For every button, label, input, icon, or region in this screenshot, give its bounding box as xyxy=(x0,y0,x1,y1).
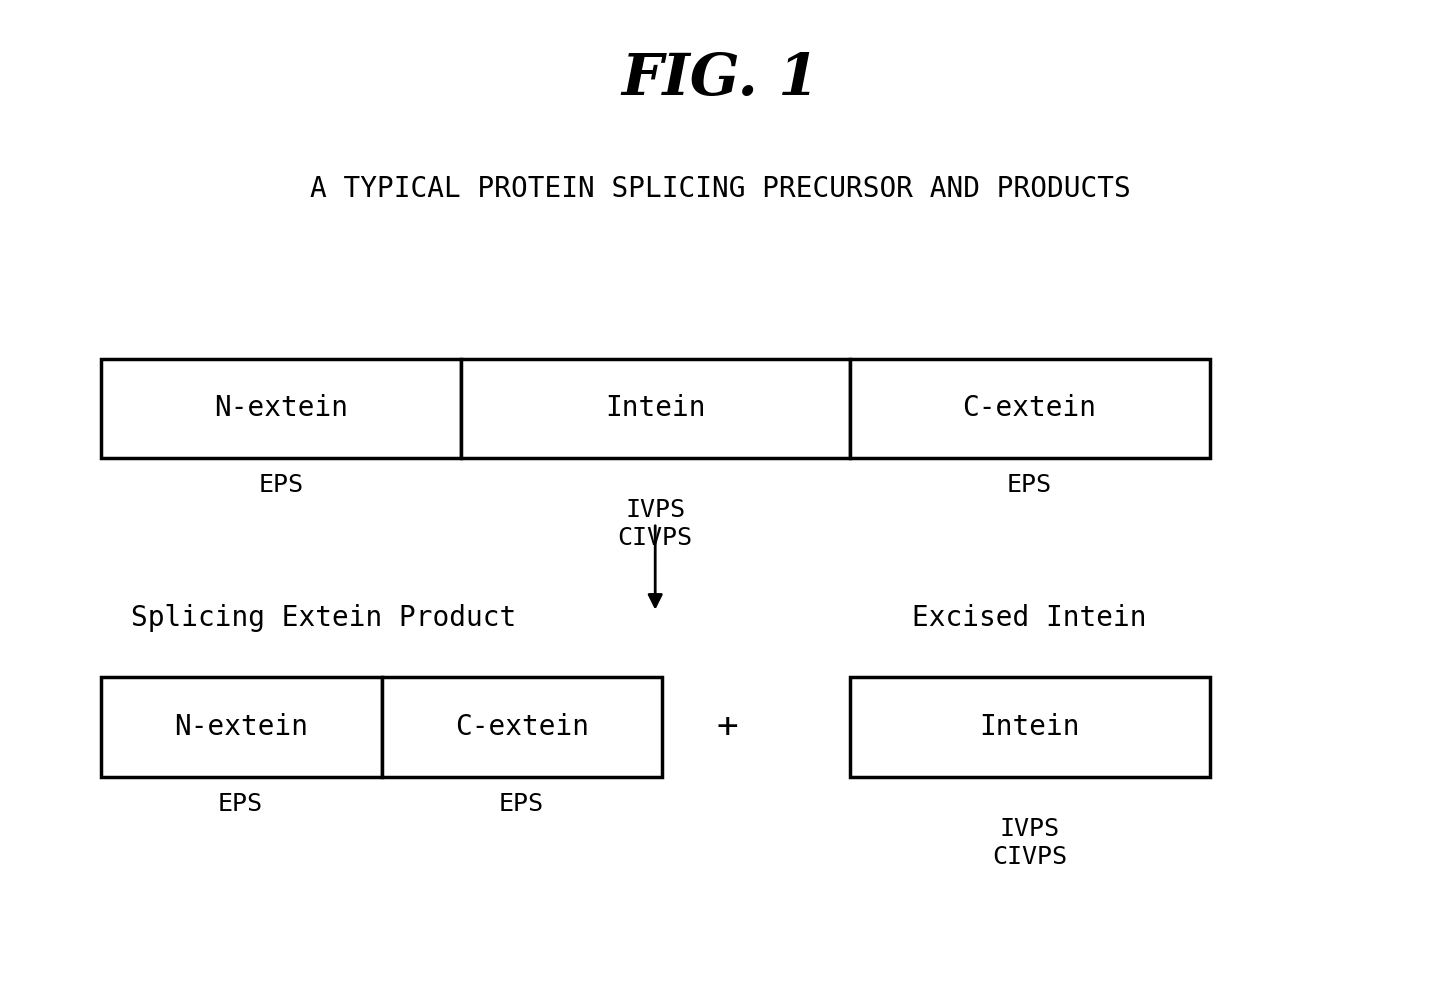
Bar xyxy=(850,677,1210,777)
Bar xyxy=(382,677,662,777)
Bar xyxy=(850,359,1210,458)
Text: Intein: Intein xyxy=(979,713,1080,741)
Text: Splicing Extein Product: Splicing Extein Product xyxy=(131,605,517,632)
Text: A TYPICAL PROTEIN SPLICING PRECURSOR AND PRODUCTS: A TYPICAL PROTEIN SPLICING PRECURSOR AND… xyxy=(310,175,1130,203)
Bar xyxy=(101,359,461,458)
Text: C-extein: C-extein xyxy=(455,713,589,741)
Text: N-extein: N-extein xyxy=(174,713,308,741)
Text: EPS: EPS xyxy=(1007,473,1053,497)
Text: IVPS
CIVPS: IVPS CIVPS xyxy=(618,498,693,550)
Text: Intein: Intein xyxy=(605,394,706,422)
Text: C-extein: C-extein xyxy=(962,394,1097,422)
Text: N-extein: N-extein xyxy=(213,394,348,422)
Text: +: + xyxy=(716,710,739,744)
Bar xyxy=(461,359,850,458)
Text: EPS: EPS xyxy=(498,792,544,816)
Bar xyxy=(101,677,382,777)
Text: IVPS
CIVPS: IVPS CIVPS xyxy=(992,817,1067,869)
Text: Excised Intein: Excised Intein xyxy=(913,605,1146,632)
Text: FIG. 1: FIG. 1 xyxy=(621,52,819,108)
Text: EPS: EPS xyxy=(258,473,304,497)
Text: EPS: EPS xyxy=(217,792,264,816)
